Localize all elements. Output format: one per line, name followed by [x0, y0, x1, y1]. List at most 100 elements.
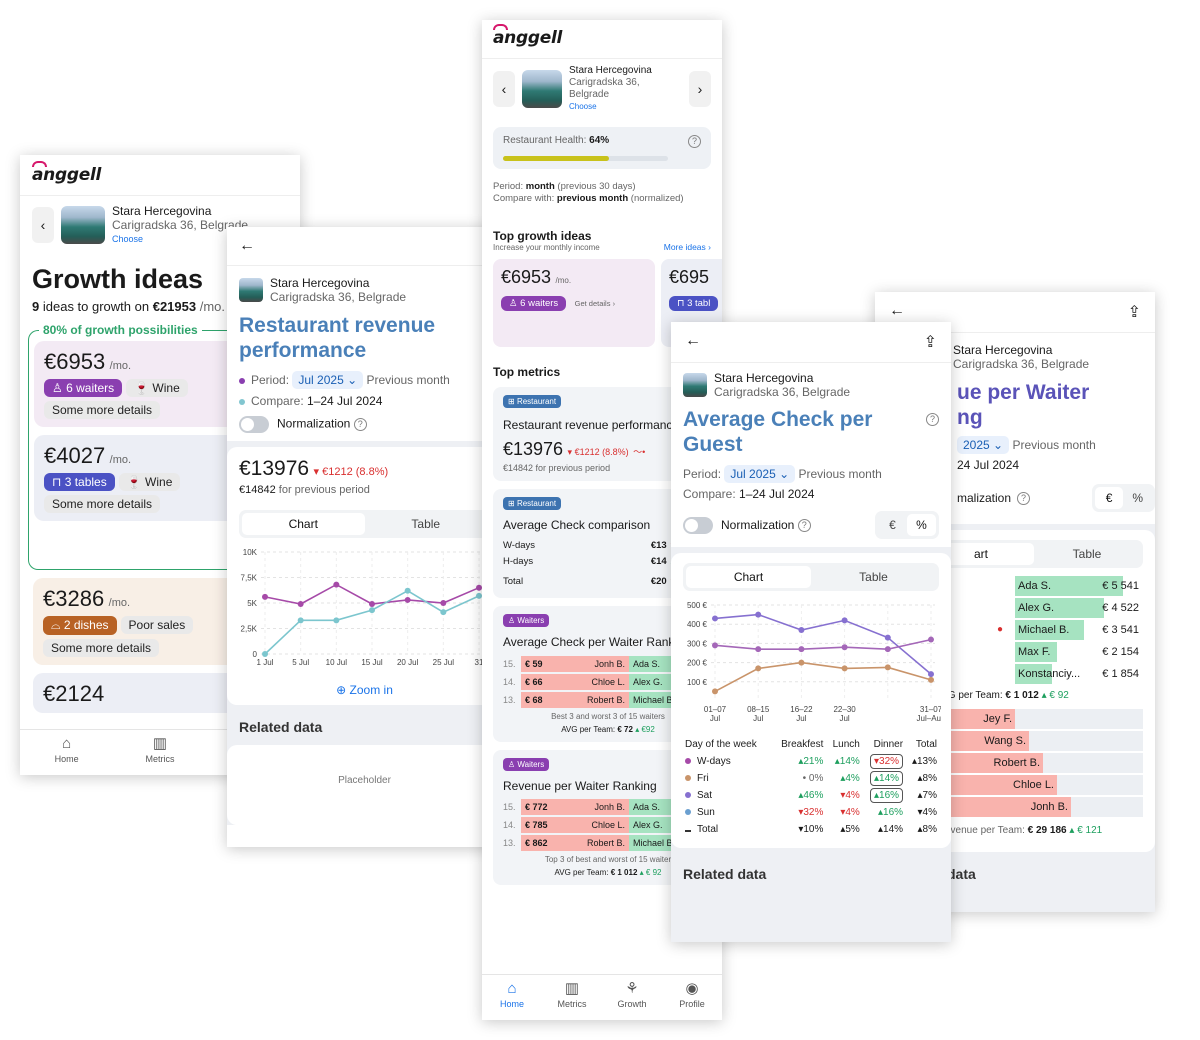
data-point — [884, 634, 891, 641]
metric-title: Average Check per Waiter Ranking — [503, 635, 691, 649]
idea-card[interactable]: €6953 /mo. ♙ 6 waiters Get details › — [493, 259, 655, 347]
zoom-in-button[interactable]: ⊕ Zoom in — [336, 683, 393, 697]
tab-table[interactable]: Table — [411, 517, 441, 531]
nav-home[interactable]: ⌂ Home — [20, 730, 113, 775]
y-tick-label: 100 € — [687, 678, 708, 687]
share-icon[interactable]: ⇪ — [1127, 304, 1141, 321]
waiter-bar[interactable]: Wang S. — [945, 731, 1143, 751]
page-title: Growth ideas — [32, 264, 204, 294]
metric-card[interactable]: ⊞ RestaurantGet d Restaurant revenue per… — [493, 387, 722, 481]
normalization-toggle[interactable] — [683, 516, 713, 534]
help-icon[interactable]: ? — [926, 413, 939, 426]
brand-logo: anggell — [32, 165, 101, 185]
data-point — [297, 601, 304, 608]
wine-chip[interactable]: 🍷 Wine — [118, 473, 181, 491]
data-point — [884, 664, 891, 671]
tab-chart[interactable]: art — [928, 543, 1034, 565]
placeholder: Placeholder — [227, 745, 502, 825]
waiters-chip[interactable]: ♙ 6 waiters — [44, 379, 123, 397]
share-icon[interactable]: ⇪ — [923, 334, 937, 351]
waiters-chip[interactable]: ♙ 6 waiters — [501, 296, 567, 311]
x-tick-label: Jul — [753, 714, 763, 723]
tables-chip[interactable]: ⊓ 3 tables — [44, 473, 115, 491]
waiter-bar[interactable]: Konstanciy... € 1 854 — [1015, 664, 1143, 684]
nav-metrics[interactable]: ▥ Metrics — [542, 975, 602, 1020]
x-tick-label: 1 Jul — [257, 658, 274, 667]
series-line — [714, 613, 932, 675]
wine-chip[interactable]: 🍷 Wine — [126, 379, 188, 397]
x-tick-label: Jul — [839, 714, 849, 723]
data-point — [369, 601, 375, 608]
waiter-bar[interactable]: Ada S. € 5 541 — [1015, 576, 1143, 596]
unit-percent[interactable]: % — [1132, 491, 1144, 505]
y-tick-label: 5K — [247, 599, 257, 608]
home-screen: anggell ‹ Stara Hercegovina Carigradska … — [482, 20, 722, 1020]
period-select[interactable]: 2025 ⌄ — [957, 436, 1010, 454]
waiter-bar[interactable]: Jonh B. — [945, 797, 1143, 817]
back-arrow-icon[interactable]: ← — [685, 332, 701, 349]
tables-chip[interactable]: ⊓ 3 tabl — [669, 296, 719, 311]
home-icon: ⌂ — [507, 980, 517, 997]
next-venue-button[interactable]: › — [689, 71, 711, 107]
more-details-chip[interactable]: Some more details — [44, 495, 161, 513]
poor-sales-chip[interactable]: Poor sales — [120, 616, 194, 634]
bottom-nav: ⌂ Home ▥ Metrics ⚘ Growth ◉ Profile — [482, 974, 722, 1020]
period-select[interactable]: Jul 2025 ⌄ — [292, 371, 364, 389]
metric-title: Average Check comparison — [503, 518, 651, 532]
waiter-bar[interactable]: Alex G. € 4 522 — [1015, 598, 1143, 618]
waiter-bar[interactable]: Robert B. — [945, 753, 1143, 773]
dishes-chip[interactable]: ⌓ 2 dishes — [43, 616, 117, 635]
help-icon[interactable]: ? — [1017, 491, 1030, 505]
restaurant-tag: ⊞ Restaurant — [503, 497, 562, 510]
nav-metrics[interactable]: ▥ Metrics — [113, 730, 206, 775]
unit-toggle: €% — [875, 511, 939, 539]
venue-name: Stara Hercegovina — [953, 343, 1053, 357]
prev-venue-button[interactable]: ‹ — [32, 207, 54, 243]
health-card[interactable]: Restaurant Health: 64%? — [493, 127, 711, 169]
tab-chart[interactable]: Chart — [242, 513, 365, 535]
period-select[interactable]: Jul 2025 ⌄ — [724, 465, 796, 483]
venue-address: Carigradska 36, Belgrade — [112, 218, 249, 232]
tab-table[interactable]: Table — [859, 570, 888, 584]
waiter-bar[interactable]: Chloe L. — [945, 775, 1143, 795]
get-details-link[interactable]: Get details › — [574, 299, 616, 308]
data-point — [404, 587, 411, 594]
data-point — [262, 651, 268, 657]
nav-profile[interactable]: ◉ Profile — [662, 975, 722, 1020]
unit-percent[interactable]: % — [907, 514, 936, 536]
venue-selector[interactable]: ‹ Stara Hercegovina Carigradska 36, Belg… — [482, 58, 722, 119]
data-point — [798, 626, 805, 633]
nav-home[interactable]: ⌂ Home — [482, 975, 542, 1020]
choose-link[interactable]: Choose — [112, 234, 144, 244]
nav-growth[interactable]: ⚘Growth — [602, 975, 662, 1020]
health-progress — [503, 156, 668, 161]
choose-link[interactable]: Choose — [569, 102, 597, 111]
unit-euro[interactable]: € — [1094, 487, 1124, 509]
compare-value: 24 Jul 2024 — [957, 458, 1020, 472]
more-details-chip[interactable]: Some more details — [43, 639, 160, 657]
help-icon[interactable]: ? — [688, 135, 701, 148]
more-ideas-link[interactable]: More ideas › — [663, 242, 711, 252]
help-icon[interactable]: ? — [797, 518, 811, 532]
prev-venue-button[interactable]: ‹ — [493, 71, 515, 107]
data-point — [333, 581, 340, 588]
x-tick-label: Jul — [710, 714, 720, 723]
revenue-value: €13976 — [239, 457, 310, 480]
help-icon[interactable]: ? — [353, 418, 367, 431]
growth-carousel[interactable]: €6953 /mo. ♙ 6 waiters Get details › €69… — [493, 259, 722, 347]
tab-chart[interactable]: Chart — [686, 566, 811, 588]
unit-euro[interactable]: € — [889, 518, 896, 532]
more-details-chip[interactable]: Some more details — [44, 401, 161, 419]
data-point — [928, 636, 934, 643]
back-arrow-icon[interactable]: ← — [889, 302, 905, 319]
waiter-bar[interactable]: Michael B. € 3 541 ● — [997, 620, 1143, 640]
waiter-bar[interactable]: Jey F. — [945, 709, 1143, 729]
normalization-toggle[interactable] — [239, 416, 269, 433]
venue-selector[interactable]: ‹ Stara Hercegovina Carigradska 36, Belg… — [20, 195, 300, 254]
idea-card[interactable]: €695 ⊓ 3 tabl — [661, 259, 722, 347]
tab-table[interactable]: Table — [1072, 547, 1102, 561]
waiter-bar[interactable]: Max F. € 2 154 — [1015, 642, 1143, 662]
unit-toggle: €% — [1091, 484, 1155, 512]
view-tabs: art Table — [925, 540, 1143, 568]
back-arrow-icon[interactable]: ← — [239, 237, 255, 254]
